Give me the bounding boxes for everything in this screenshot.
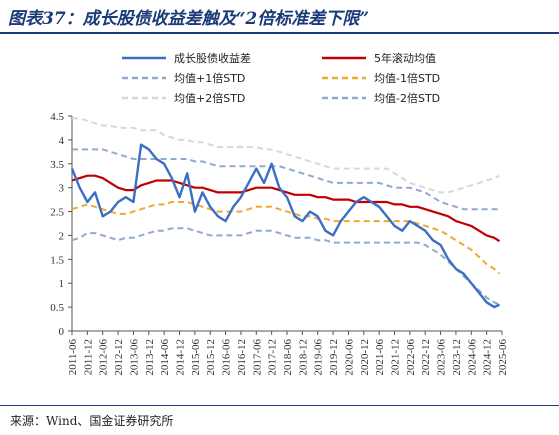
- figure-title: 图表37：成长股债收益差触及“2倍标准差下限”: [8, 9, 370, 29]
- y-tick-label: 1.5: [50, 254, 64, 266]
- x-tick-label: 2019-06: [313, 339, 325, 376]
- x-tick-label: 2011-06: [67, 339, 79, 376]
- x-tick-label: 2020-12: [359, 339, 371, 376]
- x-tick-label: 2021-06: [374, 339, 386, 376]
- legend-label-3: 均值-1倍STD: [374, 71, 440, 85]
- chart-series: [70, 117, 501, 309]
- x-tick-label: 2012-06: [98, 339, 110, 376]
- series-line-2: [72, 148, 500, 211]
- y-tick-label: 4.5: [50, 111, 64, 123]
- y-tick-label: 1: [59, 278, 65, 290]
- x-tick-label: 2015-12: [205, 339, 217, 376]
- series-line-5: [71, 227, 500, 306]
- x-tick-label: 2018-12: [297, 339, 309, 376]
- y-tick-label: 2.5: [50, 207, 64, 219]
- legend-label-2: 均值+1倍STD: [174, 71, 245, 85]
- x-tick-label: 2019-12: [328, 339, 340, 376]
- y-tick-label: 3: [59, 183, 65, 195]
- x-tick-label: 2022-06: [405, 339, 417, 376]
- source-note: 来源：Wind、国金证券研究所: [10, 414, 174, 428]
- x-tick-label: 2011-12: [82, 339, 94, 375]
- legend-label-1: 5年滚动均值: [374, 51, 436, 65]
- y-tick-label: 0: [59, 326, 65, 338]
- title-divider: [0, 32, 559, 34]
- series-line-0: [70, 143, 501, 309]
- x-tick-label: 2014-12: [175, 339, 187, 376]
- x-tick-label: 2021-12: [390, 339, 402, 376]
- x-tick-label: 2013-12: [144, 339, 156, 376]
- x-tick-label: 2017-06: [251, 339, 263, 376]
- x-tick-label: 2023-06: [436, 339, 448, 376]
- x-tick-label: 2016-12: [236, 339, 248, 376]
- series-line-3: [71, 201, 501, 275]
- x-tick-label: 2024-12: [482, 339, 494, 376]
- legend-label-4: 均值+2倍STD: [174, 91, 245, 105]
- y-tick-label: 0.5: [50, 302, 64, 314]
- x-tick-label: 2022-12: [420, 339, 432, 376]
- legend-label-5: 均值-2倍STD: [374, 91, 440, 105]
- x-tick-label: 2023-12: [451, 339, 463, 376]
- x-tick-label: 2016-06: [221, 339, 233, 376]
- x-tick-label: 2024-06: [466, 339, 478, 376]
- x-tick-label: 2020-06: [343, 339, 355, 376]
- x-tick-label: 2018-06: [282, 339, 294, 376]
- y-tick-label: 2: [59, 230, 65, 242]
- x-tick-label: 2015-06: [190, 339, 202, 376]
- legend-label-0: 成长股债收益差: [174, 51, 251, 65]
- x-tick-label: 2017-12: [267, 339, 279, 376]
- chart-axes: 0 0.5 1 1.5 2 2.5 3 3.5 4 4.5 2011-06 2011-12 2012-0…: [50, 111, 509, 376]
- source-divider: [0, 405, 559, 406]
- y-tick-label: 3.5: [50, 159, 64, 171]
- series-line-4: [72, 117, 500, 194]
- series-line-1: [71, 174, 501, 243]
- x-tick-label: 2012-12: [113, 339, 125, 376]
- y-tick-label: 4: [59, 135, 65, 147]
- x-tick-label: 2013-06: [128, 339, 140, 376]
- x-tick-label: 2014-06: [159, 339, 171, 376]
- x-tick-label: 2025-06: [497, 339, 509, 376]
